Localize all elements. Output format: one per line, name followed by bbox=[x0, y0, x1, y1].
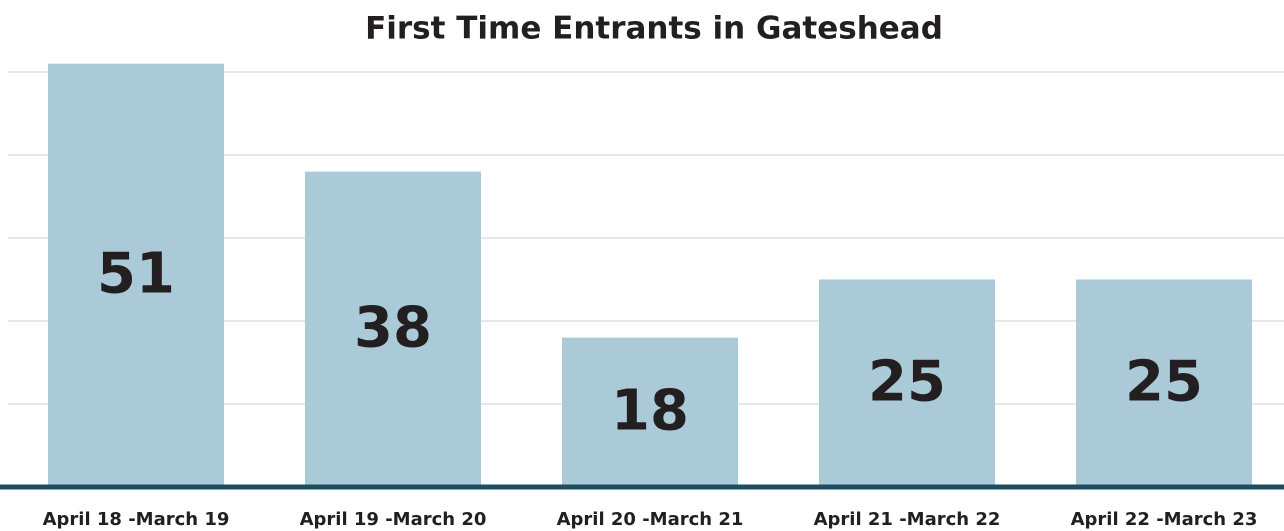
bar bbox=[1076, 279, 1252, 487]
data-label: 25 bbox=[1125, 349, 1203, 414]
data-label: 38 bbox=[354, 295, 432, 360]
data-label: 51 bbox=[97, 241, 175, 306]
chart-title: First Time Entrants in Gateshead bbox=[365, 11, 943, 47]
x-tick-label: April 21 -March 22 bbox=[814, 509, 1001, 530]
bar bbox=[305, 171, 481, 487]
x-tick-label: April 19 -March 20 bbox=[300, 509, 487, 530]
x-tick-label: April 20 -March 21 bbox=[557, 509, 744, 530]
bar bbox=[48, 63, 224, 487]
bar bbox=[819, 279, 995, 487]
bar bbox=[562, 337, 738, 487]
data-label: 18 bbox=[611, 378, 689, 443]
data-label: 25 bbox=[868, 349, 946, 414]
x-tick-label: April 22 -March 23 bbox=[1071, 509, 1258, 530]
x-tick-label: April 18 -March 19 bbox=[43, 509, 230, 530]
